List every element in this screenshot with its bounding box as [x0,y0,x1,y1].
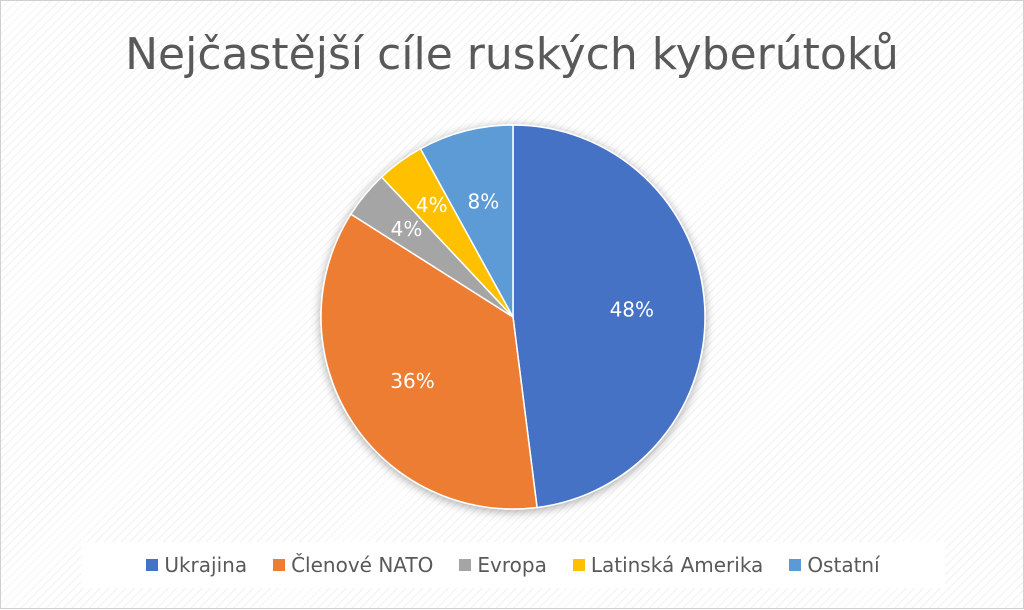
legend-item-3: Latinská Amerika [572,553,764,577]
pie-slice-1 [320,213,538,510]
legend-swatch [572,559,585,571]
pie-slice-4 [419,124,514,318]
legend-label: Ukrajina [164,553,248,577]
legend-label: Evropa [477,553,547,577]
legend-item-2: Evropa [459,553,547,577]
data-label-1: 36% [390,369,434,393]
legend-swatch [789,559,802,571]
legend-swatch [273,559,286,571]
legend-label: Ostatní [807,553,880,577]
chart-title: Nejčastější cíle ruských kyberútoků [125,29,899,80]
data-label-3: 4% [416,193,448,217]
legend-label: Členové NATO [291,553,434,577]
legend-label: Latinská Amerika [590,553,764,577]
legend-item-0: Ukrajina [146,553,247,577]
chart-legend: Ukrajina Členové NATO Evropa Latinská Ameri… [81,542,945,588]
data-label-4: 8% [468,190,500,214]
data-label-2: 4% [391,217,423,241]
legend-item-1: Členové NATO [273,553,433,577]
pie-slice-0 [512,124,706,509]
legend-item-4: Ostatní [789,553,880,577]
legend-swatch [459,559,472,571]
data-label-0: 48% [610,298,654,322]
legend-swatch [146,559,159,571]
